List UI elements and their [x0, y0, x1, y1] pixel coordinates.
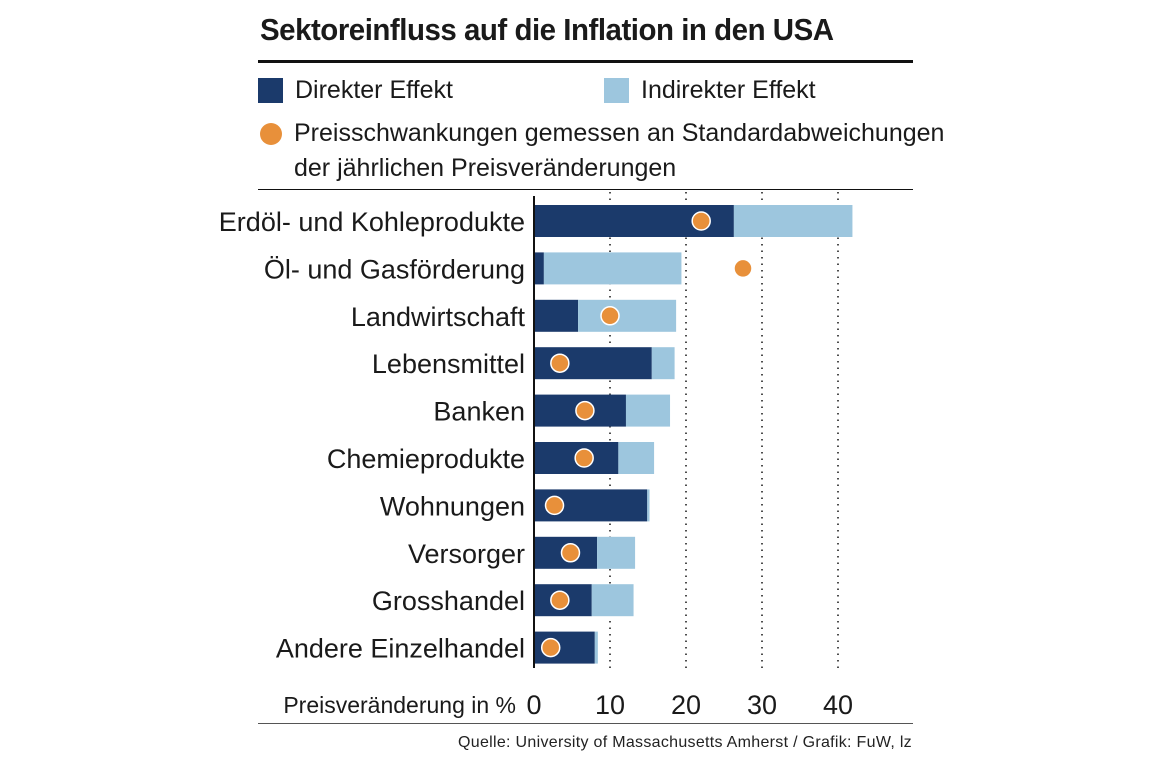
bottom-rule [258, 723, 913, 724]
legend-indirect: Indirekter Effekt [604, 76, 816, 105]
legend-direct: Direkter Effekt [258, 76, 453, 105]
marker-dot [540, 637, 561, 658]
category-label: Versorger [408, 539, 525, 569]
category-label: Öl- und Gasförderung [264, 254, 525, 284]
marker-dot [733, 258, 753, 279]
legend-indirect-swatch [604, 78, 629, 103]
legend-dot-label-1: Preisschwankungen gemessen an Standardab… [294, 119, 945, 147]
category-label: Grosshandel [372, 586, 525, 616]
bar-indirect [647, 489, 650, 522]
bar-indirect [597, 536, 636, 569]
category-label: Lebensmittel [372, 349, 525, 379]
tick-label: 20 [671, 690, 701, 720]
marker-dot [600, 306, 620, 326]
category-label: Landwirtschaft [351, 302, 526, 332]
bar-indirect [651, 347, 675, 380]
bar-indirect [625, 394, 671, 427]
category-label: Banken [433, 397, 525, 427]
category-label: Andere Einzelhandel [276, 634, 525, 664]
chart-title: Sektoreinfluss auf die Inflation in den … [260, 12, 834, 47]
bar-indirect [578, 299, 677, 332]
marker-dot [550, 353, 570, 373]
bar-direct [534, 252, 544, 285]
header-rule [258, 189, 913, 190]
marker-dot [575, 400, 595, 421]
marker-dot [560, 543, 581, 563]
bar-indirect [618, 442, 655, 474]
x-axis-label: Preisveränderung in % [283, 692, 516, 718]
bar-indirect [594, 631, 598, 664]
tick-label: 40 [823, 690, 853, 720]
legend-direct-swatch [258, 78, 283, 103]
bar-indirect [591, 584, 634, 617]
category-label: Chemieprodukte [327, 444, 525, 474]
source-note: Quelle: University of Massachusetts Amhe… [458, 734, 912, 751]
marker-dot [574, 448, 594, 468]
bar-indirect [733, 205, 853, 237]
legend-dot-marker [260, 122, 282, 145]
bar-indirect [543, 252, 682, 285]
tick-label: 0 [526, 690, 541, 720]
category-label: Erdöl- und Kohleprodukte [219, 207, 525, 237]
top-rule [258, 60, 913, 63]
bar-direct [534, 299, 579, 332]
category-label: Wohnungen [380, 491, 525, 521]
legend-indirect-label: Indirekter Effekt [641, 76, 816, 104]
marker-dot [544, 495, 565, 516]
legend-direct-label: Direkter Effekt [295, 76, 453, 104]
legend-dot-label-2: der jährlichen Preisveränderungen [294, 154, 677, 182]
tick-label: 30 [747, 690, 777, 720]
legend-dot-line2: der jährlichen Preisveränderungen [294, 154, 676, 183]
legend-dot: Preisschwankungen gemessen an Standardab… [260, 119, 944, 148]
marker-dot [550, 590, 570, 610]
marker-dot [691, 211, 711, 231]
tick-label: 10 [595, 690, 625, 720]
